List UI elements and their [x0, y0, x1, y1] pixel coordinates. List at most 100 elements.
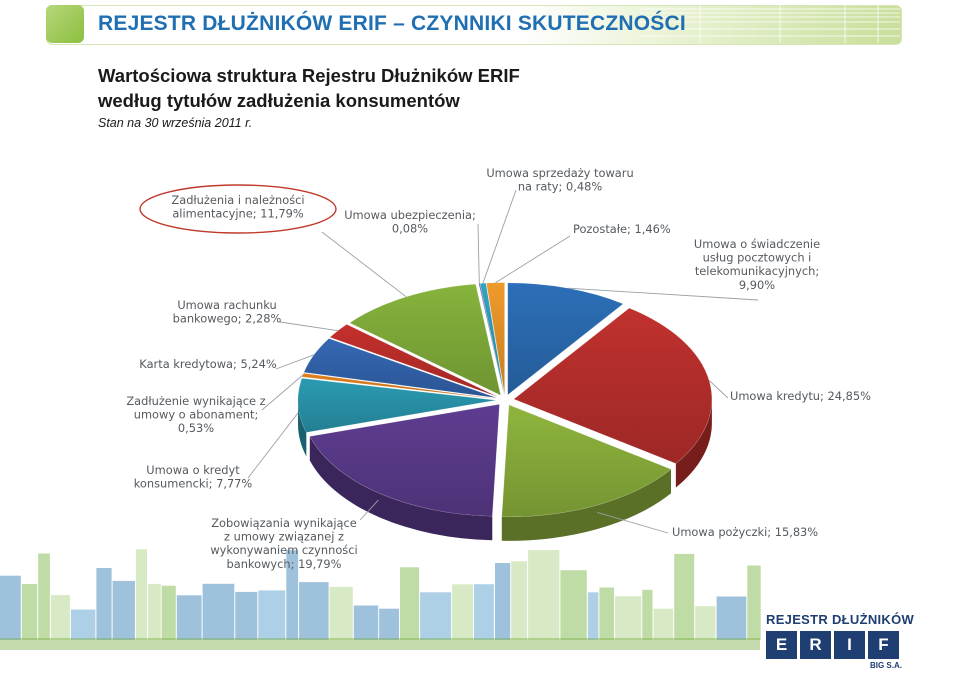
highlight-ellipse	[139, 184, 337, 234]
leader-line	[261, 374, 303, 411]
pie-slice-side	[501, 469, 671, 541]
slice-label: Karta kredytowa; 5,24%	[139, 357, 277, 371]
leader-line	[321, 231, 407, 298]
skyline-building	[299, 582, 329, 640]
slice-label-line: 9,90%	[739, 278, 775, 292]
pie-slice	[297, 377, 497, 433]
slice-label: Umowa o świadczenie usług pocztowych i tel…	[694, 237, 820, 292]
skyline-building	[495, 563, 511, 640]
pie-slice-side	[309, 436, 493, 541]
slice-label-line: Umowa rachunku	[177, 298, 276, 312]
skyline-building	[452, 584, 473, 640]
header-decoration-lines	[640, 5, 900, 43]
slice-label: Umowa rachunku bankowego; 2,28%	[173, 298, 282, 326]
skyline-building	[235, 591, 258, 640]
slice-label-line: Umowa kredytu; 24,85%	[730, 389, 871, 403]
skyline-building	[511, 561, 528, 640]
skyline-building	[148, 583, 161, 640]
skyline-building	[653, 608, 674, 640]
erif-logo: REJESTR DŁUŻNIKÓW E R I F BIG S.A.	[766, 612, 914, 670]
logo-letter: F	[868, 631, 899, 659]
slice-label-line: umowy o abonament;	[134, 408, 259, 422]
skyline-building	[112, 580, 135, 640]
pie-slice	[309, 403, 500, 517]
pie-slice-side	[675, 399, 712, 488]
slice-label: Pozostałe; 1,46%	[573, 222, 671, 236]
skyline-building	[258, 590, 286, 640]
leader-line	[279, 321, 338, 332]
slice-label-line: wykonywaniem czynności	[210, 543, 357, 557]
skyline-building	[38, 553, 50, 640]
slice-label: Umowa kredytu; 24,85%	[730, 389, 871, 403]
leader-line	[275, 354, 315, 370]
pie-slice	[486, 282, 505, 395]
chart-title-line-1: Wartościowa struktura Rejestru Dłużników…	[98, 65, 520, 86]
as-of-date: Stan na 30 września 2011 r.	[98, 116, 253, 130]
header-accent-square	[46, 5, 84, 43]
slice-label-line: Pozostałe; 1,46%	[573, 222, 671, 236]
slice-label: Umowa pożyczki; 15,83%	[672, 525, 818, 539]
slice-label-line: 0,53%	[178, 421, 214, 435]
slice-label-line: Zadłużenie wynikające z	[126, 394, 265, 408]
skyline-building	[747, 565, 761, 640]
skyline-building	[528, 550, 560, 640]
logo-letters: E R I F	[766, 631, 902, 659]
skyline-building	[400, 567, 420, 640]
slice-label-line: z umowy związanej z	[224, 530, 344, 544]
skyline-building	[379, 608, 399, 640]
slice-label-line: Umowa o świadczenie	[694, 237, 820, 251]
slice-label: Umowa ubezpieczenia; 0,08%	[344, 208, 476, 236]
slice-label: Umowa sprzedaży towaru na raty; 0,48%	[486, 166, 633, 194]
slice-label-line: Zobowiązania wynikające	[211, 516, 357, 530]
skyline-building	[176, 595, 202, 640]
slice-label-line: bankowych; 19,79%	[226, 557, 341, 571]
slice-label-line: Karta kredytowa; 5,24%	[139, 357, 277, 371]
logo-letter: R	[800, 631, 831, 659]
slice-label-line: 0,08%	[392, 222, 428, 236]
skyline-building	[716, 596, 747, 640]
pie-slice	[301, 372, 497, 400]
leader-line	[482, 189, 517, 284]
logo-letter: E	[766, 631, 797, 659]
slice-label-line: Umowa sprzedaży towaru	[486, 166, 633, 180]
skyline-building	[21, 584, 38, 640]
pie-slice-side	[298, 400, 307, 457]
skyline-building	[642, 589, 653, 640]
city-skyline-decoration	[0, 549, 761, 650]
skyline-building	[674, 553, 695, 640]
leader-line	[247, 412, 299, 479]
slice-label-line: usług pocztowych i	[703, 251, 812, 265]
skyline-building	[135, 549, 147, 640]
leader-line	[359, 499, 379, 521]
slice-label: Zadłużenie wynikające z umowy o abonament…	[126, 394, 265, 435]
slice-label: Umowa o kredyt konsumencki; 7,77%	[134, 463, 253, 491]
skyline-building	[353, 605, 379, 640]
logo-bottom-text: BIG S.A.	[869, 661, 902, 670]
slice-label: Zadłużenia i należności alimentacyjne; 11…	[171, 193, 304, 221]
skyline-building	[286, 550, 299, 640]
leader-line	[596, 511, 669, 534]
skyline-building	[50, 595, 70, 640]
slice-label-line: telekomunikacyjnych;	[695, 264, 819, 278]
leader-line	[495, 235, 571, 284]
slice-label-line: alimentacyjne; 11,79%	[172, 207, 304, 221]
header-bar	[46, 5, 902, 45]
skyline-building	[161, 585, 176, 640]
logo-letter: I	[834, 631, 865, 659]
slice-label-line: na raty; 0,48%	[518, 180, 603, 194]
skyline-building	[587, 592, 599, 640]
leader-line	[708, 380, 729, 399]
pie-slice	[478, 283, 505, 395]
slice-label-line: bankowego; 2,28%	[173, 312, 282, 326]
slice-label-line: Zadłużenia i należności	[171, 193, 304, 207]
pie-slice	[349, 283, 502, 396]
slice-label-line: Umowa pożyczki; 15,83%	[672, 525, 818, 539]
pie-slice	[513, 307, 713, 464]
chart-title-line-2: według tytułów zadłużenia konsumentów	[98, 90, 460, 111]
leader-line	[568, 287, 759, 301]
pie-slice	[501, 404, 672, 518]
leader-line	[477, 223, 480, 284]
skyline-building	[202, 583, 235, 640]
slice-label-line: Umowa o kredyt	[146, 463, 240, 477]
